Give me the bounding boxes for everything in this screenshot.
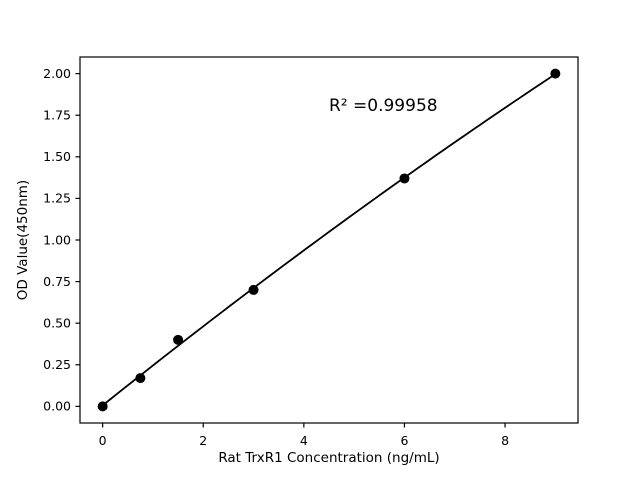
data-point xyxy=(248,284,259,295)
y-tick-label: 0.50 xyxy=(43,315,71,330)
y-tick-label: 0.75 xyxy=(43,274,71,289)
x-axis-label: Rat TrxR1 Concentration (ng/mL) xyxy=(218,450,439,466)
data-series xyxy=(97,68,561,412)
data-point xyxy=(135,373,146,384)
y-tick-label: 0.00 xyxy=(43,399,71,414)
y-axis-label: OD Value(450nm) xyxy=(15,180,31,300)
y-tick-label: 1.50 xyxy=(43,149,71,164)
data-point xyxy=(550,68,561,79)
y-tick-label: 1.75 xyxy=(43,108,71,123)
data-point xyxy=(173,334,184,345)
data-point xyxy=(97,401,108,412)
x-tick-label: 2 xyxy=(199,433,207,448)
y-tick-label: 2.00 xyxy=(43,66,71,81)
r-squared-annotation: R² =0.99958 xyxy=(329,96,438,116)
y-tick-label: 1.25 xyxy=(43,191,71,206)
x-tick-label: 4 xyxy=(300,433,308,448)
y-tick-label: 0.25 xyxy=(43,357,71,372)
axes: 0 2 4 6 8 0.00 0.25 0.50 0.75 1.00 1.25 1.50 1.75 2.0… xyxy=(43,56,579,448)
y-tick-label: 1.00 xyxy=(43,232,71,247)
fit-line xyxy=(101,73,557,407)
x-tick-label: 6 xyxy=(400,433,408,448)
data-point xyxy=(399,173,410,184)
x-tick-label: 8 xyxy=(501,433,509,448)
x-tick-label: 0 xyxy=(99,433,107,448)
